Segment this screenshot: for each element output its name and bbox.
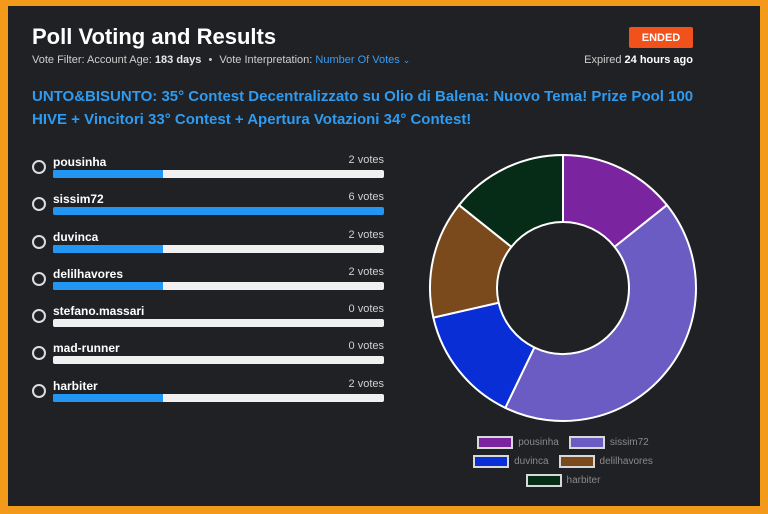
legend-label: sissim72 <box>609 437 649 448</box>
legend-item[interactable]: pousinha <box>477 436 559 449</box>
option-label: delilhavores <box>53 266 124 281</box>
interpretation-value: Number Of Votes <box>315 54 400 66</box>
chart-slice-harbiter[interactable] <box>457 153 564 249</box>
option-progress-track <box>53 393 384 402</box>
poll-option[interactable]: harbiter 2 votes <box>32 377 384 414</box>
option-votes: 2 votes <box>348 154 384 166</box>
option-radio[interactable] <box>32 271 46 286</box>
option-progress-fill <box>53 170 164 178</box>
legend-swatch <box>525 474 562 487</box>
legend-swatch <box>473 455 510 468</box>
option-radio[interactable] <box>32 346 46 361</box>
poll-option[interactable]: stefano.massari 0 votes <box>32 302 384 339</box>
option-label: sissim72 <box>53 192 104 207</box>
option-progress-track <box>53 356 384 365</box>
page-title: Poll Voting and Results <box>32 24 277 49</box>
option-votes: 0 votes <box>348 303 384 316</box>
legend-label: harbiter <box>566 475 601 486</box>
legend-item[interactable]: harbiter <box>525 474 601 487</box>
option-radio[interactable] <box>32 234 46 249</box>
interpretation-dropdown[interactable]: Number Of Votes ⌄ <box>315 54 410 66</box>
option-votes: 0 votes <box>348 340 384 353</box>
legend-swatch <box>558 455 595 468</box>
legend-label: delilhavores <box>599 456 653 467</box>
vote-filter-label: Vote Filter: <box>32 54 85 66</box>
legend-row: duvinca delilhavores <box>463 452 663 471</box>
legend-swatch <box>477 436 514 449</box>
poll-option[interactable]: pousinha 2 votes <box>32 153 384 190</box>
results-doughnut-chart <box>429 153 697 422</box>
option-radio[interactable] <box>32 197 46 212</box>
poll-option[interactable]: mad-runner 0 votes <box>32 339 384 376</box>
legend-label: duvinca <box>514 456 549 467</box>
chart-legend: pousinha sissim72 duvinca delilhavores harbi… <box>463 433 663 490</box>
expired-label: Expired <box>584 54 622 66</box>
option-radio[interactable] <box>32 383 46 398</box>
legend-label: pousinha <box>518 437 559 448</box>
separator-dot: • <box>208 54 213 66</box>
chart-slice-sissim72[interactable] <box>503 203 697 422</box>
option-label: mad-runner <box>53 341 120 356</box>
account-age-value: 183 days <box>154 54 202 66</box>
vote-filter-bar: Vote Filter: Account Age: 183 days • Vot… <box>32 54 410 66</box>
option-label: harbiter <box>53 378 98 393</box>
option-progress-fill <box>53 281 164 290</box>
legend-row: pousinha sissim72 <box>463 433 663 452</box>
poll-options: pousinha 2 votes sissim72 6 votes duvinca 2 v… <box>32 153 384 414</box>
poll-option[interactable]: sissim72 6 votes <box>32 190 384 227</box>
option-progress-track <box>53 281 384 290</box>
poll-option[interactable]: delilhavores 2 votes <box>32 265 384 302</box>
legend-item[interactable]: delilhavores <box>558 455 653 468</box>
option-label: pousinha <box>53 155 107 169</box>
option-votes: 2 votes <box>348 228 384 241</box>
expired-value: 24 hours ago <box>624 54 693 66</box>
option-progress-fill <box>53 244 164 253</box>
legend-item[interactable]: duvinca <box>473 455 549 468</box>
poll-option[interactable]: duvinca 2 votes <box>32 228 384 265</box>
option-radio[interactable] <box>32 160 46 174</box>
legend-row: harbiter <box>463 471 663 490</box>
interpretation-label: Vote Interpretation: <box>219 54 313 66</box>
option-progress-track <box>53 244 384 253</box>
option-label: stefano.massari <box>53 304 145 319</box>
legend-swatch <box>568 436 605 449</box>
option-progress-track <box>53 319 384 328</box>
post-title-link[interactable]: UNTO&BISUNTO: 35° Contest Decentralizzat… <box>32 88 694 128</box>
option-progress-fill <box>53 393 164 402</box>
option-radio[interactable] <box>32 309 46 324</box>
option-votes: 2 votes <box>348 265 384 278</box>
expired-info: Expired 24 hours ago <box>584 54 693 66</box>
option-progress-track <box>53 170 384 178</box>
account-age-label: Account Age: <box>87 54 152 66</box>
option-votes: 2 votes <box>348 377 384 390</box>
chevron-down-icon: ⌄ <box>402 55 411 65</box>
poll-panel: Poll Voting and Results ENDED Vote Filte… <box>8 6 760 506</box>
legend-item[interactable]: sissim72 <box>568 436 649 449</box>
status-badge: ENDED <box>629 27 693 48</box>
option-votes: 6 votes <box>348 191 384 204</box>
option-progress-track <box>53 207 384 216</box>
option-progress-fill <box>53 207 384 216</box>
option-label: duvinca <box>53 229 99 244</box>
